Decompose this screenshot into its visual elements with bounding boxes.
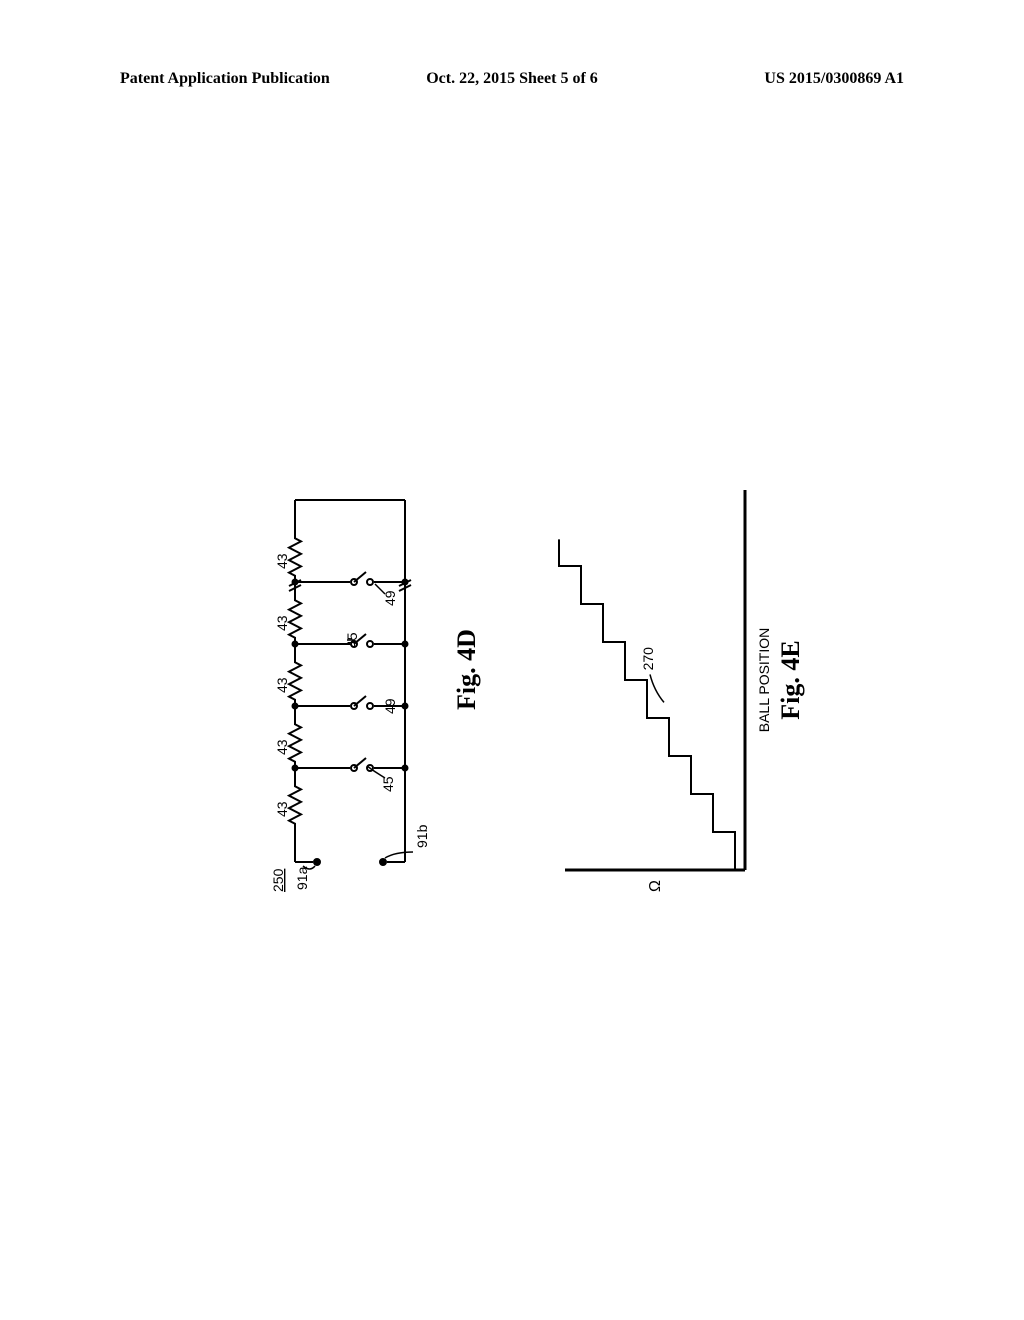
svg-text:43: 43 — [274, 739, 290, 755]
step-chart: Ω BALL POSITION 270 Fig. 4E — [545, 430, 805, 910]
svg-text:270: 270 — [640, 647, 656, 671]
figure-container: 25091a91b434343434345454949Fig. 4D ΩBALL… — [265, 430, 745, 910]
header-left: Patent Application Publication — [120, 70, 330, 88]
header-center: Oct. 22, 2015 Sheet 5 of 6 — [426, 70, 598, 88]
page-header: Patent Application Publication Oct. 22, … — [0, 70, 1024, 88]
svg-text:91a: 91a — [294, 866, 310, 890]
svg-text:BALL POSITION: BALL POSITION — [756, 628, 772, 733]
svg-text:43: 43 — [274, 553, 290, 569]
svg-text:Ω: Ω — [647, 880, 664, 892]
svg-text:43: 43 — [274, 677, 290, 693]
svg-text:250: 250 — [270, 868, 286, 892]
svg-text:91b: 91b — [414, 824, 430, 848]
svg-text:49: 49 — [382, 698, 398, 714]
svg-text:43: 43 — [274, 615, 290, 631]
svg-text:43: 43 — [274, 801, 290, 817]
svg-text:Fig. 4E: Fig. 4E — [776, 640, 805, 719]
circuit-diagram: 25091a91b434343434345454949Fig. 4D — [265, 430, 515, 910]
svg-text:Fig. 4D: Fig. 4D — [452, 629, 481, 710]
svg-text:45: 45 — [380, 776, 396, 792]
header-right: US 2015/0300869 A1 — [764, 70, 904, 88]
